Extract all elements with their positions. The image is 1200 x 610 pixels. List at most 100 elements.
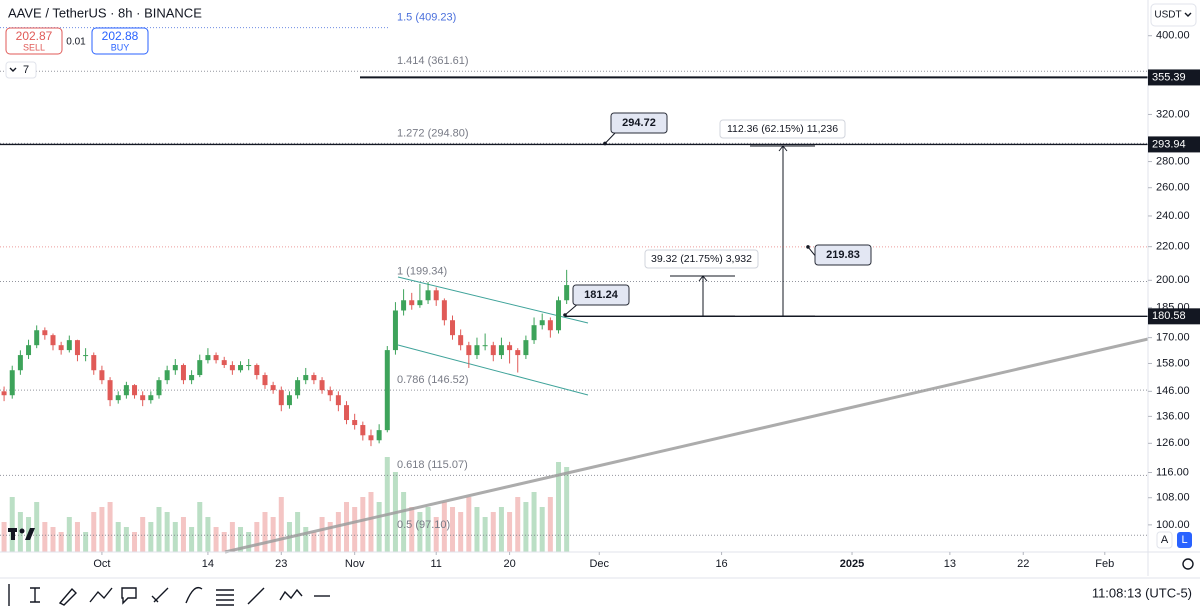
volume-bar <box>490 512 496 552</box>
y-tick-label: 320.00 <box>1156 108 1190 120</box>
candle-body <box>368 435 374 441</box>
price-axis <box>1148 0 1200 552</box>
volume-bar <box>344 502 350 552</box>
clock: 11:08:13 (UTC-5) <box>1092 585 1192 600</box>
y-tick-label: 158.00 <box>1156 357 1190 369</box>
volume-bar <box>335 512 341 552</box>
candle-body <box>148 395 154 401</box>
volume-bar <box>401 492 407 552</box>
volume-bar <box>99 507 105 552</box>
volume-bar <box>229 522 235 552</box>
currency: USDT <box>1154 10 1181 21</box>
price-marker-label: 180.58 <box>1152 310 1186 322</box>
callout-anchor <box>806 245 810 249</box>
candle-body <box>450 320 456 336</box>
volume-bar <box>458 512 464 552</box>
volume-bar <box>50 527 56 552</box>
fib-label: 0.786 (146.52) <box>397 374 469 386</box>
volume-bar <box>547 497 553 552</box>
volume-bar <box>148 522 154 552</box>
fib-label: 1.272 (294.80) <box>397 127 469 139</box>
volume-bar <box>132 532 138 552</box>
candle-body <box>189 375 195 381</box>
sell-label: SELL <box>23 42 45 52</box>
volume-bar <box>221 532 227 552</box>
x-tick-label: 22 <box>1017 558 1029 570</box>
measure-label: 39.32 (21.75%) 3,932 <box>651 253 752 265</box>
spread: 0.01 <box>66 37 86 48</box>
candle-body <box>197 360 203 376</box>
callout-box <box>814 244 872 266</box>
measure-box <box>719 119 846 139</box>
candle-body <box>58 345 64 351</box>
callout-label: 219.83 <box>826 249 860 261</box>
volume-bar <box>1 522 7 552</box>
x-tick-label: 11 <box>430 558 441 570</box>
log-scale-button[interactable] <box>1177 532 1192 548</box>
candle-body <box>401 300 407 311</box>
volume-bar <box>352 507 358 552</box>
sell-price: 202.87 <box>16 29 53 43</box>
volume-bar <box>564 467 570 552</box>
y-tick-label: 100.00 <box>1156 519 1190 531</box>
candle-body <box>156 380 162 396</box>
x-tick-label: 16 <box>715 558 727 570</box>
drawing-tools[interactable] <box>8 584 330 606</box>
channel-lower <box>397 344 589 396</box>
y-tick-label: 280.00 <box>1156 155 1190 167</box>
volume-bar <box>311 532 317 552</box>
currency-select[interactable] <box>1150 3 1197 27</box>
candle-body <box>172 365 178 371</box>
candle-body <box>9 370 15 396</box>
buy-button[interactable] <box>91 27 149 55</box>
volume-bar <box>466 497 472 552</box>
candle-body <box>66 340 72 351</box>
volume-bar <box>164 512 170 552</box>
candle-body <box>515 350 521 356</box>
y-tick-label: 108.00 <box>1156 492 1190 504</box>
candle-body <box>311 375 317 381</box>
fib-label: 1.5 (409.23) <box>397 12 456 24</box>
fib-label: 0.5 (97.10) <box>397 519 450 531</box>
indicator-count: 7 <box>23 64 29 76</box>
price-marker-label: 293.94 <box>1152 138 1186 150</box>
candle-body <box>352 420 358 426</box>
candle-body <box>474 345 480 356</box>
volume-bar <box>262 512 268 552</box>
price-marker <box>1148 69 1200 86</box>
sell-button[interactable] <box>5 27 63 55</box>
x-tick-label: 20 <box>503 558 515 570</box>
volume-bar <box>115 522 121 552</box>
log-scale-label: L <box>1181 534 1187 546</box>
volume-bar <box>360 497 366 552</box>
measure-box <box>644 249 759 269</box>
indicators-toggle[interactable] <box>5 61 37 79</box>
candle-body <box>392 310 398 351</box>
arrow-head <box>698 275 708 282</box>
volume-bar <box>278 497 284 552</box>
candle-body <box>99 370 105 381</box>
x-tick-label: 13 <box>944 558 956 570</box>
candle-body <box>409 300 415 306</box>
volume-bar <box>409 507 415 552</box>
candle-body <box>132 385 138 396</box>
candle-body <box>50 335 56 346</box>
auto-scale-button[interactable] <box>1156 531 1173 549</box>
candle-body <box>295 380 301 396</box>
candle-body <box>539 320 545 326</box>
candle-body <box>238 365 244 371</box>
x-tick-label: 2025 <box>840 558 864 570</box>
candle-body <box>433 290 439 301</box>
y-tick-label: 240.00 <box>1156 210 1190 222</box>
x-tick-label: 23 <box>275 558 287 570</box>
settings-icon[interactable] <box>1182 558 1194 570</box>
candle-body <box>482 345 488 347</box>
volume-bar <box>450 507 456 552</box>
candle-body <box>254 365 260 376</box>
candle-body <box>1 391 7 396</box>
candle-body <box>564 285 570 301</box>
tv-logo <box>8 528 35 540</box>
candle-body <box>490 345 496 356</box>
candle-body <box>417 300 423 306</box>
